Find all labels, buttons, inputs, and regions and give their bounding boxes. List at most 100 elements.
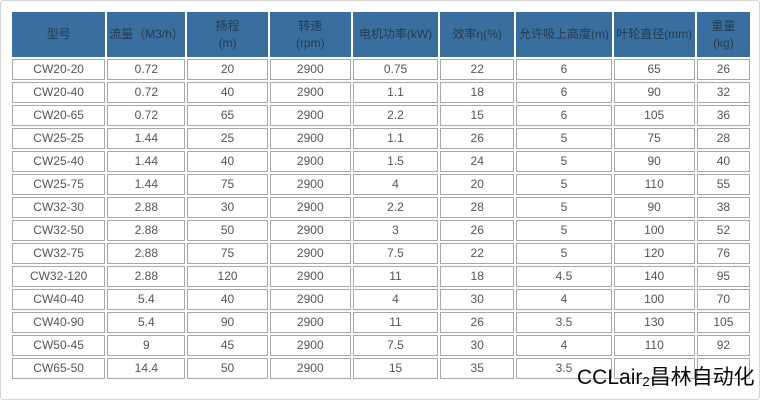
table-cell-power: 2.2	[352, 105, 439, 126]
table-cell-suction: 5	[516, 128, 612, 149]
table-cell-head: 65	[187, 105, 268, 126]
table-cell-suction: 3.5	[516, 312, 612, 333]
table-cell-suction: 5	[516, 151, 612, 172]
table-cell-head: 75	[187, 174, 268, 195]
table-cell-speed: 2900	[269, 243, 351, 264]
table-cell-suction: 4.5	[516, 266, 612, 287]
table-row: CW32-75 2.88 75 2900 7.5 22 5 120 76	[12, 243, 750, 264]
table-cell-impeller: 90	[613, 197, 695, 218]
table-cell-flow: 0.72	[107, 82, 186, 103]
table-cell-power: 15	[352, 358, 439, 379]
table-cell-impeller: 110	[613, 174, 695, 195]
table-cell-efficiency: 30	[440, 289, 515, 310]
table-cell-efficiency: 22	[440, 59, 515, 80]
table-cell-efficiency: 22	[440, 243, 515, 264]
column-header-flow: 流量（M3/h）	[107, 12, 186, 57]
header-row: 型号 流量（M3/h） 扬程 (m) 转速 (rpm) 电机功率(kW) 效率η…	[12, 12, 750, 57]
table-cell-efficiency: 26	[440, 220, 515, 241]
column-header-suction: 允许吸上高度(m)	[516, 12, 612, 57]
table-cell-model: CW40-40	[12, 289, 106, 310]
table-cell-impeller: 90	[613, 151, 695, 172]
table-cell-model: CW20-20	[12, 59, 106, 80]
table-row: CW32-120 2.88 120 2900 11 18 4.5 140 95	[12, 266, 750, 287]
column-header-head: 扬程 (m)	[187, 12, 268, 57]
table-cell-model: CW32-120	[12, 266, 106, 287]
table-cell-weight: 38	[696, 197, 750, 218]
table-row: CW20-65 0.72 65 2900 2.2 15 6 105 36	[12, 105, 750, 126]
table-cell-head: 40	[187, 289, 268, 310]
table-cell-flow: 9	[107, 335, 186, 356]
table-row: CW25-25 1.44 25 2900 1.1 26 5 75 28	[12, 128, 750, 149]
table-cell-flow: 5.4	[107, 312, 186, 333]
table-cell-weight: 70	[696, 289, 750, 310]
table-row: CW65-50 14.4 50 2900 15 35 3.5	[12, 358, 750, 379]
table-cell-model: CW25-40	[12, 151, 106, 172]
table-cell-power: 4	[352, 289, 439, 310]
table-row: CW25-40 1.44 40 2900 1.5 24 5 90 40	[12, 151, 750, 172]
table-cell-power: 1.1	[352, 128, 439, 149]
table-cell-head: 50	[187, 358, 268, 379]
column-header-efficiency: 效率η(%)	[440, 12, 515, 57]
table-cell-flow: 2.88	[107, 266, 186, 287]
table-row: CW50-45 9 45 2900 7.5 30 4 110 92	[12, 335, 750, 356]
table-cell-weight: 26	[696, 59, 750, 80]
table-cell-efficiency: 15	[440, 105, 515, 126]
table-cell-flow: 1.44	[107, 128, 186, 149]
table-cell-impeller: 110	[613, 335, 695, 356]
table-cell-impeller	[613, 358, 695, 379]
table-cell-efficiency: 24	[440, 151, 515, 172]
watermark-brand: CCLair	[577, 366, 643, 389]
table-cell-head: 50	[187, 220, 268, 241]
table-cell-suction: 5	[516, 197, 612, 218]
table-cell-head: 40	[187, 151, 268, 172]
watermark-subscript: 2	[642, 374, 650, 389]
table-cell-head: 75	[187, 243, 268, 264]
table-cell-model: CW32-50	[12, 220, 106, 241]
table-cell-efficiency: 28	[440, 197, 515, 218]
table-cell-suction: 4	[516, 289, 612, 310]
watermark-company: 昌林自动化	[649, 366, 755, 389]
table-cell-model: CW20-40	[12, 82, 106, 103]
table-cell-suction: 5	[516, 220, 612, 241]
table-cell-flow: 2.88	[107, 197, 186, 218]
table-cell-suction: 4	[516, 335, 612, 356]
table-cell-head: 90	[187, 312, 268, 333]
table-cell-flow: 2.88	[107, 243, 186, 264]
table-cell-speed: 2900	[269, 174, 351, 195]
table-cell-efficiency: 26	[440, 312, 515, 333]
table-cell-power: 1.1	[352, 82, 439, 103]
table-cell-weight: 36	[696, 105, 750, 126]
table-cell-head: 40	[187, 82, 268, 103]
table-cell-speed: 2900	[269, 105, 351, 126]
table-cell-model: CW50-45	[12, 335, 106, 356]
table-cell-efficiency: 30	[440, 335, 515, 356]
table-cell-head: 120	[187, 266, 268, 287]
table-cell-flow: 2.88	[107, 220, 186, 241]
table-cell-power: 11	[352, 266, 439, 287]
table-cell-flow: 0.72	[107, 59, 186, 80]
table-header: 型号 流量（M3/h） 扬程 (m) 转速 (rpm) 电机功率(kW) 效率η…	[12, 12, 750, 57]
table-row: CW32-50 2.88 50 2900 3 26 5 100 52	[12, 220, 750, 241]
table-cell-speed: 2900	[269, 358, 351, 379]
table-cell-head: 20	[187, 59, 268, 80]
table-cell-suction: 5	[516, 174, 612, 195]
table-cell-efficiency: 20	[440, 174, 515, 195]
table-cell-weight	[696, 358, 750, 379]
table-cell-weight: 28	[696, 128, 750, 149]
table-cell-power: 3	[352, 220, 439, 241]
table-cell-weight: 55	[696, 174, 750, 195]
table-cell-speed: 2900	[269, 151, 351, 172]
column-header-speed: 转速 (rpm)	[269, 12, 351, 57]
table-cell-head: 30	[187, 197, 268, 218]
pump-spec-table: 型号 流量（M3/h） 扬程 (m) 转速 (rpm) 电机功率(kW) 效率η…	[10, 10, 752, 381]
table-cell-model: CW25-75	[12, 174, 106, 195]
table-cell-suction: 6	[516, 59, 612, 80]
table-cell-speed: 2900	[269, 220, 351, 241]
table-cell-model: CW65-50	[12, 358, 106, 379]
table-row: CW40-90 5.4 90 2900 11 26 3.5 130 105	[12, 312, 750, 333]
watermark: CCLair2昌林自动化	[577, 364, 757, 392]
table-cell-model: CW25-25	[12, 128, 106, 149]
table-body: CW20-20 0.72 20 2900 0.75 22 6 65 26 CW20-40 0.72 4…	[12, 59, 750, 379]
table-cell-flow: 1.44	[107, 174, 186, 195]
